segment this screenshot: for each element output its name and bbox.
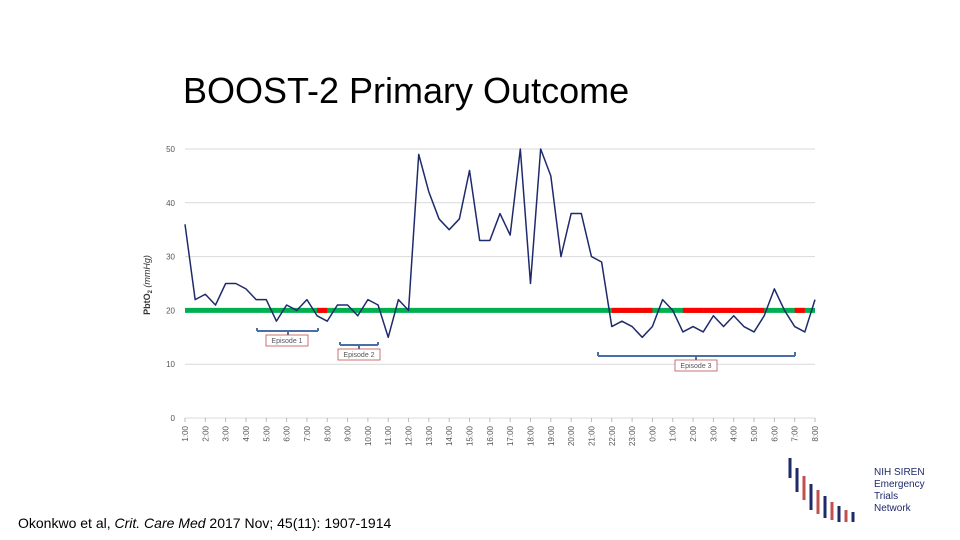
bracket: [256, 328, 319, 336]
bracket: [339, 342, 379, 349]
x-tick-label: 15:00: [466, 425, 475, 446]
x-tick-label: 1:00: [181, 425, 190, 441]
y-tick-label: 20: [166, 306, 175, 315]
x-tick-label: 13:00: [425, 425, 434, 446]
annotation-box: [674, 359, 718, 372]
y-label-main: PbtO: [142, 293, 152, 315]
x-tick-label: 10:00: [364, 425, 373, 446]
citation-rest: 2017 Nov; 45(11): 1907-1914: [206, 515, 392, 531]
y-tick-label: 30: [166, 253, 175, 262]
annotations: Episode 1 Episode 2 Episode 3: [256, 328, 796, 372]
x-tick-label: 5:00: [262, 425, 271, 441]
x-tick-label: 8:00: [323, 425, 332, 441]
logo-text: Trials: [874, 491, 898, 502]
x-tick-label: 2:00: [201, 425, 210, 441]
annotation-box: [337, 348, 381, 361]
y-label-sub: 2: [148, 289, 154, 293]
x-tick-label: 11:00: [384, 425, 393, 445]
x-tick-label: 14:00: [445, 425, 454, 446]
annotation: Episode 1: [271, 338, 302, 345]
x-tick-label: 4:00: [730, 425, 739, 441]
data-line: [184, 148, 816, 339]
x-tick-label: 3:00: [709, 425, 718, 441]
annotation: Episode 3: [680, 363, 711, 370]
x-tick-label: 3:00: [222, 425, 231, 441]
y-tick-label: 40: [166, 199, 175, 208]
logo-text: NIH SIREN: [874, 467, 925, 478]
y-axis-label: PbtO2 (mmHg): [142, 255, 154, 315]
x-tick-label: 2:00: [689, 425, 698, 441]
x-tick-label: 22:00: [608, 425, 617, 446]
y-tick-label: 0: [171, 414, 176, 423]
x-tick-label: 21:00: [587, 425, 596, 446]
x-tick-label: 12:00: [405, 425, 414, 446]
annotation-box: [265, 334, 309, 347]
x-tick-label: 18:00: [526, 425, 535, 446]
y-tick-label: 50: [166, 145, 175, 154]
x-tick-label: 8:00: [811, 425, 820, 441]
citation-authors: Okonkwo et al,: [18, 515, 115, 531]
x-tick-label: 20:00: [567, 425, 576, 446]
logo: NIH SIREN Emergency Trials Network: [788, 458, 925, 522]
logo-text: Network: [874, 503, 912, 514]
citation-journal: Crit. Care Med: [115, 515, 207, 531]
bracket: [597, 352, 796, 360]
y-label-unit: (mmHg): [142, 255, 152, 288]
annotation: Episode 2: [343, 352, 374, 359]
y-tick-label: 10: [166, 360, 175, 369]
x-tick-label: 17:00: [506, 425, 515, 446]
x-tick-label: 16:00: [486, 425, 495, 446]
x-tick-label: 19:00: [547, 425, 556, 446]
x-tick-label: 9:00: [344, 425, 353, 441]
x-tick-label: 23:00: [628, 425, 637, 446]
x-tick-label: 7:00: [791, 425, 800, 441]
citation: Okonkwo et al, Crit. Care Med 2017 Nov; …: [18, 515, 392, 531]
x-tick-label: 1:00: [669, 425, 678, 441]
x-tick-label: 5:00: [750, 425, 759, 441]
x-tick-label: 6:00: [283, 425, 292, 441]
x-tick-label: 0:00: [648, 425, 657, 441]
logo-text: Emergency: [874, 479, 925, 490]
x-tick-label: 7:00: [303, 425, 312, 441]
x-tick-label: 6:00: [770, 425, 779, 441]
slide-title: BOOST-2 Primary Outcome: [183, 70, 629, 111]
x-tick-label: 4:00: [242, 425, 251, 441]
